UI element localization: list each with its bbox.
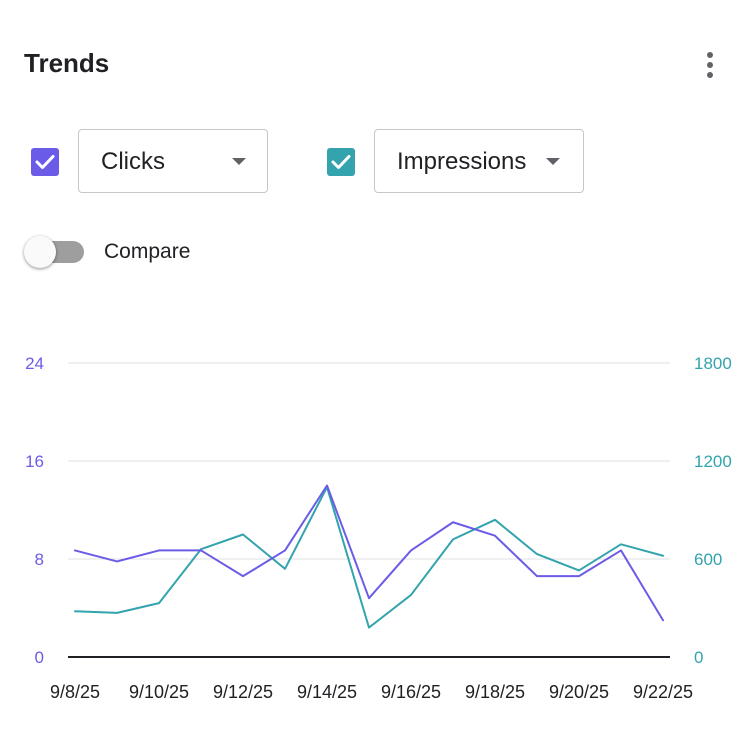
check-icon xyxy=(331,155,351,169)
toggle-thumb xyxy=(24,236,56,268)
series-line-clicks xyxy=(74,484,664,622)
compare-label: Compare xyxy=(104,240,191,263)
dropdown-arrow-icon xyxy=(546,158,560,165)
menu-dot xyxy=(707,62,713,68)
check-icon xyxy=(35,155,55,169)
x-tick-label: 9/18/25 xyxy=(465,682,525,702)
clicks-checkbox[interactable] xyxy=(31,148,59,176)
clicks-select-value: Clicks xyxy=(101,148,165,175)
y-right-tick-label: 0 xyxy=(694,648,703,667)
y-right-tick-label: 600 xyxy=(694,550,722,569)
impressions-metric-select[interactable]: Impressions xyxy=(374,129,584,193)
x-tick-label: 9/8/25 xyxy=(50,682,100,702)
compare-toggle[interactable] xyxy=(24,235,86,269)
y-left-tick-label: 24 xyxy=(25,354,44,373)
y-left-tick-label: 0 xyxy=(35,648,44,667)
x-tick-label: 9/20/25 xyxy=(549,682,609,702)
trends-line-chart: 0 8 16 24 0 600 1200 1800 9/8/25 9/10/25 9/12/25 9/… xyxy=(25,354,732,702)
y-right-tick-label: 1200 xyxy=(694,452,732,471)
x-tick-label: 9/10/25 xyxy=(129,682,189,702)
dropdown-arrow-icon xyxy=(232,158,246,165)
more-vert-icon[interactable] xyxy=(700,50,720,80)
series-line-impressions xyxy=(74,486,664,629)
x-tick-label: 9/22/25 xyxy=(633,682,693,702)
menu-dot xyxy=(707,52,713,58)
y-right-tick-label: 1800 xyxy=(694,354,732,373)
x-tick-label: 9/14/25 xyxy=(297,682,357,702)
clicks-metric-select[interactable]: Clicks xyxy=(78,129,268,193)
card-title: Trends xyxy=(24,48,110,78)
impressions-checkbox[interactable] xyxy=(327,148,355,176)
y-left-tick-label: 8 xyxy=(35,550,44,569)
y-left-tick-label: 16 xyxy=(25,452,44,471)
impressions-select-value: Impressions xyxy=(397,148,527,175)
x-tick-label: 9/16/25 xyxy=(381,682,441,702)
x-tick-label: 9/12/25 xyxy=(213,682,273,702)
menu-dot xyxy=(707,72,713,78)
